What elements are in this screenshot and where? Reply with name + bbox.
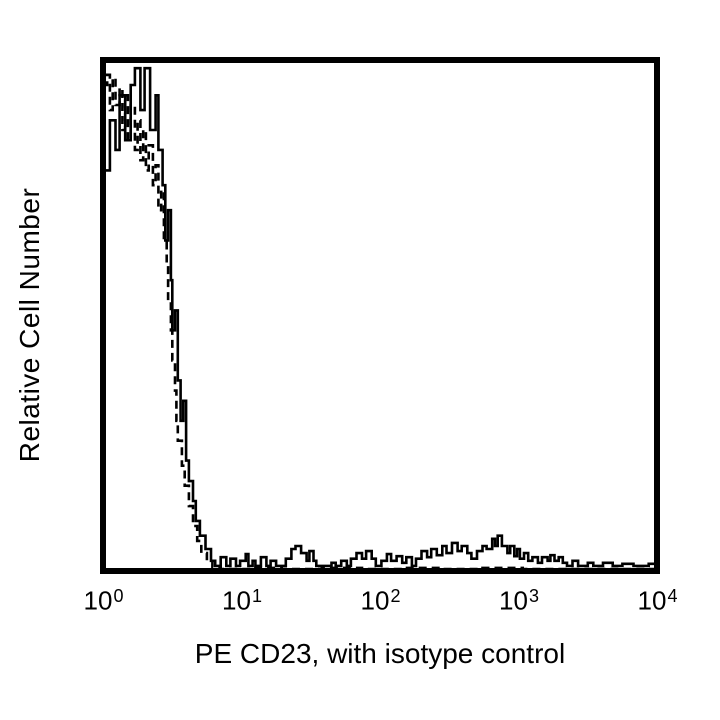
x-tick-10e4: 104: [637, 585, 678, 616]
x-tick-labels: 100 101 102 103 104: [0, 584, 720, 624]
y-axis-title: Relative Cell Number: [14, 187, 45, 463]
x-tick-10e0: 100: [83, 585, 124, 616]
plot-border: [100, 57, 660, 574]
x-tick-10e1: 101: [222, 585, 262, 616]
isotype-control-curve: [103, 73, 657, 571]
x-tick-10e3: 103: [499, 585, 539, 616]
x-tick-10e2: 102: [360, 585, 401, 616]
pe-cd23-histogram-curve: [103, 66, 659, 568]
x-axis-title: PE CD23, with isotype control: [194, 638, 566, 669]
